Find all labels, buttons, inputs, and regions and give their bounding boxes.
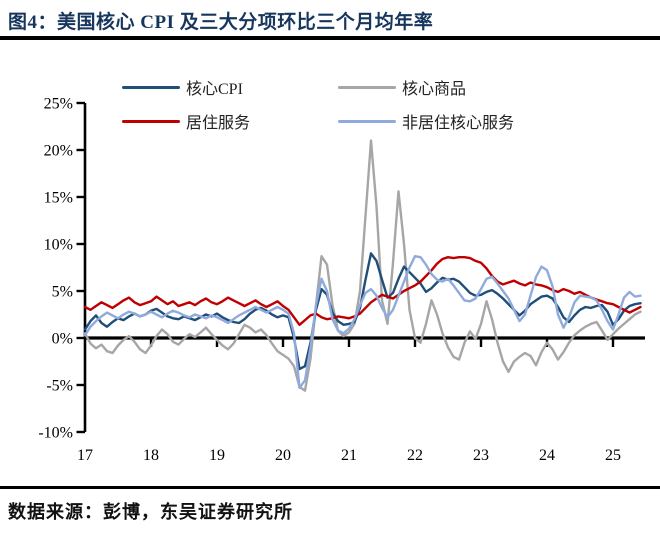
- series-line-non-housing-core-services: [83, 255, 642, 389]
- x-tick-label: 18: [143, 447, 159, 464]
- y-tick-label: 20%: [44, 143, 73, 160]
- x-tick-label: 23: [473, 447, 489, 464]
- legend-item-core-cpi: 核心CPI: [122, 78, 243, 98]
- title-divider: [0, 36, 660, 40]
- legend-label-core-cpi: 核心CPI: [186, 81, 243, 98]
- y-tick-label: 0%: [52, 331, 73, 348]
- legend-label-non-housing-core-services: 非居住核心服务: [402, 115, 515, 132]
- series-line-core-goods: [83, 139, 642, 392]
- legend-item-non-housing-core-services: 非居住核心服务: [338, 112, 515, 132]
- source-note: 数据来源：彭博，东吴证券研究所: [8, 502, 293, 522]
- x-tick-label: 17: [77, 447, 93, 464]
- source-divider: [0, 486, 660, 489]
- legend-label-housing-services: 居住服务: [186, 115, 251, 132]
- legend-swatch-core-cpi: [122, 85, 180, 89]
- legend-item-core-goods: 核心商品: [338, 78, 467, 98]
- x-tick-label: 19: [209, 447, 225, 464]
- figure-title: 图4：美国核心 CPI 及三大分项环比三个月均年率: [8, 12, 434, 33]
- y-tick-label: -10%: [38, 425, 73, 442]
- x-tick-label: 22: [407, 447, 423, 464]
- y-tick-label: 15%: [44, 190, 73, 207]
- series-line-core-cpi: [83, 252, 642, 371]
- chart-canvas: 25% 20% 15% 10% 5% 0% -5% -10%17 18 19 20 21 22 23 24 2…: [38, 96, 645, 464]
- legend-label-core-goods: 核心商品: [402, 81, 467, 98]
- x-tick-label: 25: [605, 447, 621, 464]
- legend-swatch-non-housing-core-services: [338, 119, 396, 123]
- y-tick-label: 25%: [44, 96, 73, 113]
- x-tick-label: 24: [539, 447, 555, 464]
- legend-swatch-core-goods: [338, 85, 396, 89]
- y-tick-label: -5%: [46, 378, 73, 395]
- y-tick-label: 5%: [52, 284, 73, 301]
- x-tick-label: 21: [341, 447, 357, 464]
- x-tick-label: 20: [275, 447, 291, 464]
- legend-item-housing-services: 居住服务: [122, 112, 251, 132]
- series-line-housing-services: [83, 256, 642, 326]
- legend-swatch-housing-services: [122, 119, 180, 123]
- y-tick-label: 10%: [44, 237, 73, 254]
